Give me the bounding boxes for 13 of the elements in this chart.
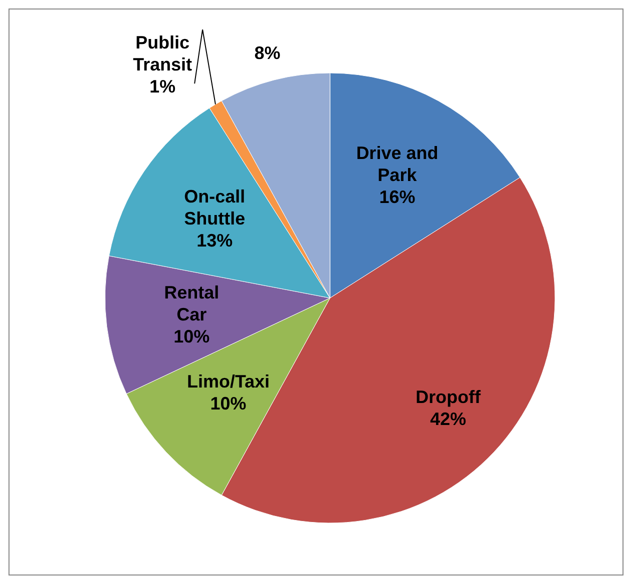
slice-label: Rental Car — [164, 282, 220, 324]
slice-label: Limo/Taxi — [186, 371, 270, 392]
data-label: 13% — [196, 230, 233, 250]
data-label: 10% — [210, 393, 246, 414]
slice-label: Dropoff — [416, 386, 482, 407]
slice-label: Drive and Park — [356, 142, 438, 185]
data-label: 1% — [150, 76, 176, 96]
slice-label: Public Transit — [133, 32, 192, 74]
slice-label: On-call Shuttle — [184, 186, 246, 228]
data-label: 10% — [174, 326, 210, 346]
data-label: 8% — [254, 42, 280, 63]
data-label: 16% — [379, 186, 416, 207]
data-label: 42% — [430, 408, 466, 429]
